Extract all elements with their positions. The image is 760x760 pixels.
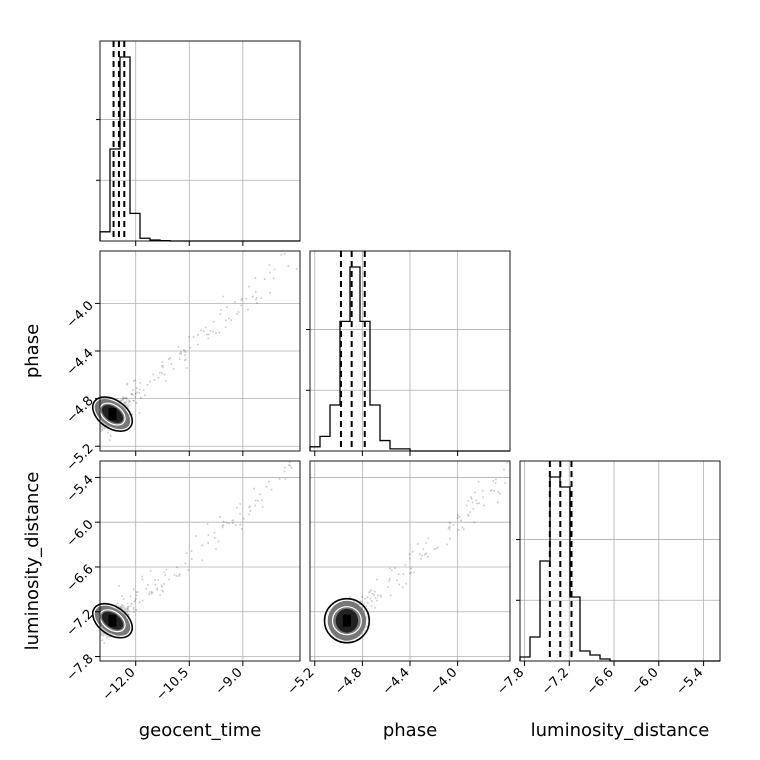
xtick-label-geocent_time-0: −12.0: [100, 665, 139, 704]
ytick-label-luminosity_distance-1: −7.2: [64, 607, 97, 640]
panel-phase-vs-luminosity_distance: [323, 461, 508, 644]
scatter-tail-phase-luminosity_distance: [334, 461, 508, 640]
grid-layer: [100, 41, 720, 661]
density-peak-geocent_time-phase: [108, 408, 117, 421]
ytick-label-phase-2: −4.4: [64, 346, 97, 379]
ytick-label-phase-3: −4.0: [64, 298, 97, 331]
ytick-label-luminosity_distance-2: −6.6: [64, 562, 97, 595]
contour-outer-geocent_time-luminosity_distance: [91, 602, 134, 639]
xtick-label-luminosity_distance-2: −6.6: [584, 665, 617, 698]
panel-geocent_time: [99, 41, 300, 242]
ytick-label-luminosity_distance-4: −5.4: [64, 472, 97, 505]
frame-layer: [95, 40, 721, 666]
yaxis-label-phase: phase: [22, 324, 43, 378]
density-peak-phase-luminosity_distance: [342, 614, 351, 627]
xtick-label-geocent_time-1: −10.5: [153, 665, 192, 704]
ytick-label-phase-0: −5.2: [64, 441, 97, 474]
contour-outer-phase-luminosity_distance: [323, 597, 371, 644]
xtick-label-luminosity_distance-1: −7.2: [539, 665, 572, 698]
xaxis-label-luminosity_distance: luminosity_distance: [531, 720, 710, 741]
xaxis-label-geocent_time: geocent_time: [139, 720, 262, 741]
panel-geocent_time-vs-phase: [91, 252, 298, 441]
frame-panel-geocent_time-vs-luminosity_distance: [99, 460, 301, 662]
contour-inner-geocent_time-phase: [99, 402, 126, 426]
xtick-label-phase-1: −4.8: [332, 665, 365, 698]
xtick-label-phase-2: −4.4: [380, 665, 413, 698]
xtick-label-luminosity_distance-3: −6.0: [629, 665, 662, 698]
yaxis-label-luminosity_distance: luminosity_distance: [22, 472, 43, 651]
scatter-tail-geocent_time-luminosity_distance: [105, 461, 293, 639]
xtick-label-geocent_time-2: −9.0: [213, 665, 246, 698]
histogram-geocent_time: [99, 56, 300, 242]
panel-luminosity_distance: [519, 461, 720, 662]
xaxis-label-phase: phase: [383, 720, 437, 741]
scatter-tail-geocent_time-phase: [105, 252, 298, 441]
xtick-label-phase-3: −4.0: [428, 665, 461, 698]
contour-outer-geocent_time-phase: [91, 396, 134, 432]
ytick-label-luminosity_distance-3: −6.0: [64, 517, 97, 550]
ytick-label-phase-1: −4.8: [64, 394, 97, 427]
xtick-label-phase-0: −5.2: [285, 665, 318, 698]
data-layer: [91, 41, 720, 662]
frame-panel-luminosity_distance: [519, 460, 721, 662]
contour-inner-phase-luminosity_distance: [331, 606, 362, 636]
density-peak-geocent_time-luminosity_distance: [108, 614, 117, 627]
frame-panel-geocent_time: [99, 40, 301, 242]
ytick-label-luminosity_distance-0: −7.8: [64, 652, 97, 685]
xtick-label-luminosity_distance-4: −5.4: [673, 665, 706, 698]
xtick-label-luminosity_distance-0: −7.8: [494, 665, 527, 698]
contour-inner-geocent_time-luminosity_distance: [99, 609, 126, 633]
panel-geocent_time-vs-luminosity_distance: [91, 461, 293, 644]
